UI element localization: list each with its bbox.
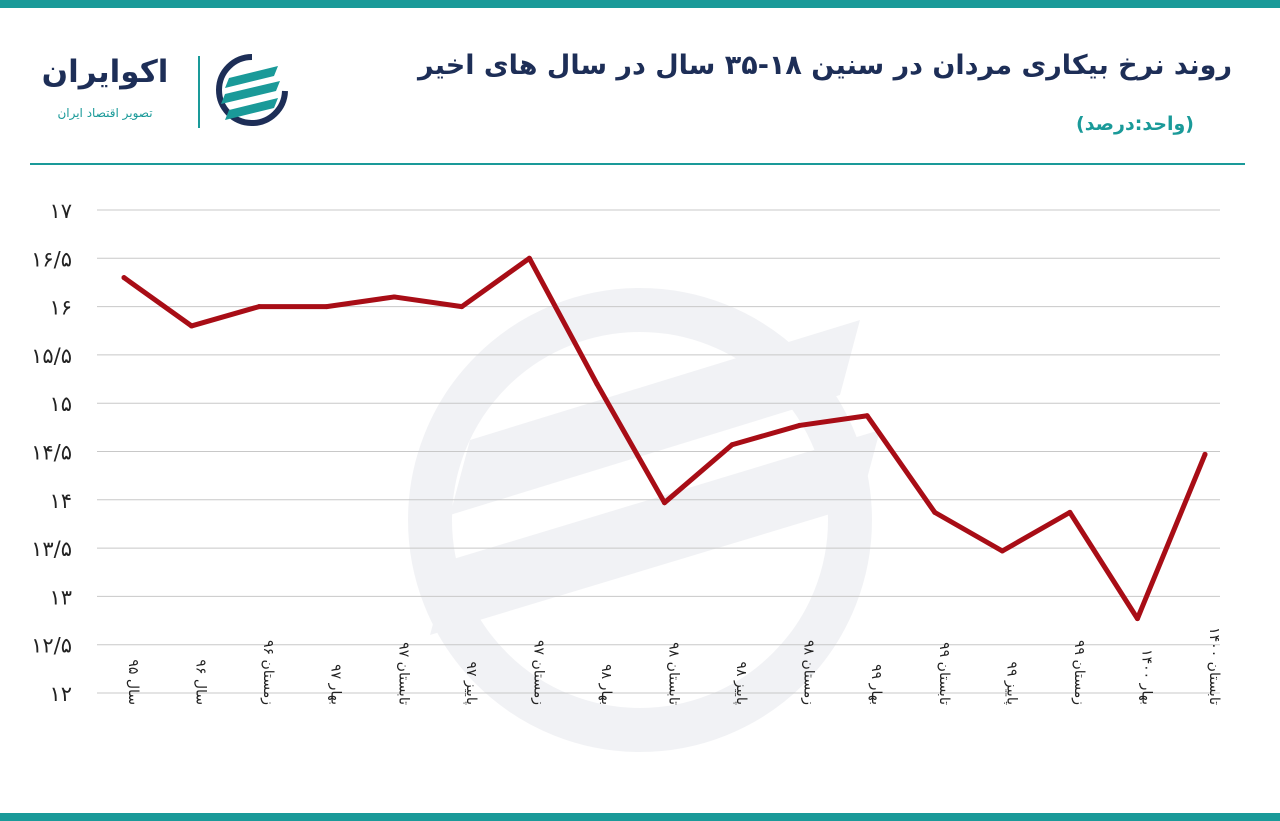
bottom-accent-bar (0, 813, 1280, 821)
data-point (526, 255, 532, 261)
data-point (391, 294, 397, 300)
data-point (1202, 451, 1208, 457)
watermark-logo (408, 288, 880, 752)
x-tick-label: تابستان ۱۴۰۰ (1206, 627, 1222, 705)
chart-title: روند نرخ بیکاری مردان در سنین ۱۸-۳۵ سال … (417, 50, 1232, 81)
x-tick-label: تابستان ۹۹ (936, 642, 952, 705)
y-tick-label: ۱۴/۵ (31, 441, 72, 465)
y-tick-label: ۱۴ (49, 489, 72, 513)
y-tick-label: ۱۵ (49, 392, 72, 416)
data-point (662, 500, 667, 506)
x-tick-label: پاییز ۹۷ (463, 661, 479, 705)
x-tick-label: سال ۹۶ (193, 659, 209, 705)
data-point (594, 381, 600, 387)
x-tick-label: پاییز ۹۸ (733, 661, 749, 705)
data-point (932, 509, 938, 515)
x-tick-label: زمستان ۹۹ (1071, 640, 1087, 705)
y-tick-label: ۱۷ (49, 199, 72, 223)
logo: اکوایران تصویر اقتصاد ایران (30, 50, 290, 132)
data-point (256, 304, 262, 310)
data-point (189, 323, 195, 329)
data-point (121, 275, 127, 281)
y-tick-label: ۱۳/۵ (31, 537, 72, 561)
top-accent-bar (0, 0, 1280, 8)
x-tick-label: تابستان ۹۷ (395, 642, 411, 705)
data-point (324, 304, 330, 310)
logo-name: اکوایران (41, 54, 169, 90)
x-tick-label: بهار ۹۸ (598, 664, 614, 705)
y-tick-label: ۱۲/۵ (31, 634, 72, 658)
header-divider (30, 163, 1245, 165)
y-tick-label: ۱۶/۵ (31, 247, 72, 271)
data-point (999, 548, 1005, 554)
data-point (797, 422, 803, 428)
x-tick-label: بهار ۹۷ (328, 664, 344, 705)
logo-tagline: تصویر اقتصاد ایران (57, 106, 153, 120)
data-point (1134, 616, 1140, 622)
x-tick-label: بهار ۹۹ (868, 664, 884, 705)
x-tick-label: تابستان ۹۸ (666, 642, 682, 705)
chart-unit: (واحد:درصد) (1076, 113, 1194, 135)
logo-separator (198, 56, 200, 128)
data-point (1067, 509, 1073, 515)
line-chart: ۱۲ ۱۲/۵ ۱۳ ۱۳/۵ ۱۴ ۱۴/۵ ۱۵ ۱۵/۵ ۱۶ ۱۶/۵ ۱۷ سال ۹۵ س… (31, 199, 1222, 752)
x-tick-label: زمستان ۹۷ (530, 640, 546, 705)
data-point (864, 413, 870, 419)
x-tick-label: زمستان ۹۶ (260, 640, 276, 705)
x-tick-label: بهار ۱۴۰۰ (1138, 649, 1154, 705)
ecoiran-logo-icon (216, 54, 288, 126)
y-tick-label: ۱۵/۵ (31, 344, 72, 368)
y-tick-label: ۱۳ (49, 585, 72, 609)
data-point (459, 304, 465, 310)
data-point (729, 442, 735, 448)
y-tick-label: ۱۲ (49, 682, 72, 706)
x-tick-label: زمستان ۹۸ (801, 640, 817, 705)
x-tick-label: پاییز ۹۹ (1003, 661, 1019, 705)
x-tick-label: سال ۹۵ (125, 659, 141, 705)
y-tick-label: ۱۶ (49, 296, 72, 320)
